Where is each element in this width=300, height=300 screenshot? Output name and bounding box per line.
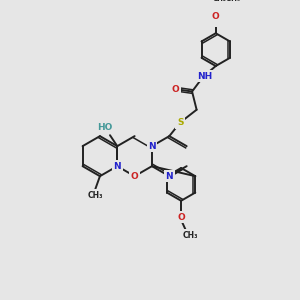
Text: N: N (113, 162, 121, 171)
Text: O: O (212, 12, 220, 21)
Text: O: O (177, 213, 185, 222)
Text: N: N (166, 172, 173, 181)
Text: CH₃: CH₃ (182, 231, 198, 240)
Text: HO: HO (97, 123, 112, 132)
Text: NH: NH (197, 71, 212, 80)
Text: N: N (148, 142, 156, 151)
Text: CH₂CH₃: CH₂CH₃ (213, 0, 241, 2)
Text: O: O (131, 172, 139, 181)
Text: S: S (177, 118, 184, 127)
Text: O: O (172, 85, 180, 94)
Text: CH₃: CH₃ (88, 191, 103, 200)
